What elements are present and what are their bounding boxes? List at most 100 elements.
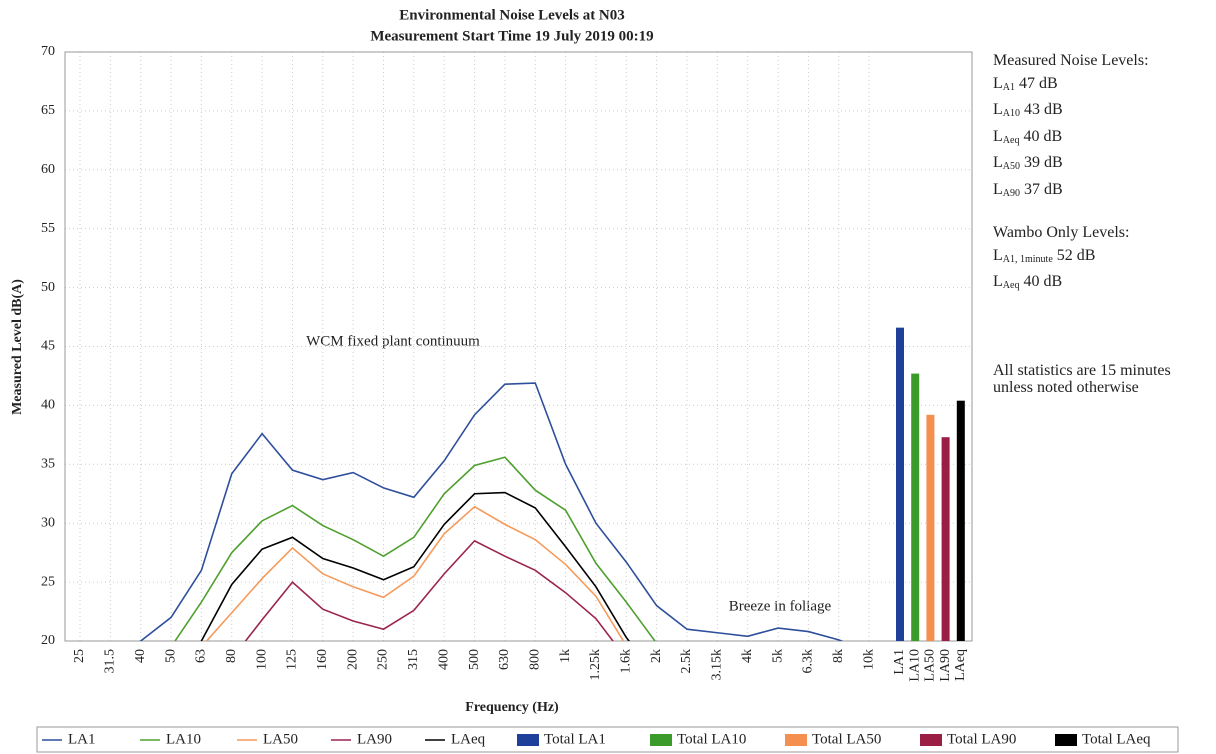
annotation: Breeze in foliage <box>729 598 832 614</box>
x-tick-label: 63 <box>194 649 209 663</box>
spacer <box>993 205 1171 222</box>
legend-label: Total LA50 <box>812 731 881 747</box>
spacer <box>993 298 1171 315</box>
total-bar <box>926 414 935 641</box>
symbol: L <box>993 154 1003 171</box>
symbol: L <box>993 127 1003 145</box>
level: 47 dB <box>1019 74 1058 92</box>
x-tick-label: LA50 <box>923 649 938 682</box>
x-tick-label: 500 <box>467 649 482 670</box>
x-tick-label: 31.5 <box>103 649 118 674</box>
x-tick-label: 25 <box>72 649 87 663</box>
legend-label: LAeq <box>451 731 486 747</box>
notes-panel: Measured Noise Levels: LA1 47 dB LA10 43 d… <box>993 50 1171 396</box>
legend-box <box>36 726 1179 753</box>
notes-item: LAeq 40 dB <box>993 271 1171 298</box>
legend-label: LA10 <box>166 731 201 747</box>
subscript: Aeq <box>1002 280 1020 291</box>
y-tick-label: 65 <box>41 103 55 118</box>
subscript: A50 <box>1002 161 1021 172</box>
notes-item: LA1 47 dB <box>993 73 1171 100</box>
spacer <box>993 315 1171 362</box>
x-tick-label: 400 <box>436 649 451 670</box>
annotation: WCM fixed plant continuum <box>306 333 480 349</box>
footnote: unless noted otherwise <box>993 378 1139 396</box>
series-line <box>244 539 614 641</box>
symbol: L <box>993 273 1003 290</box>
symbol: L <box>993 101 1003 118</box>
legend-label: Total LA10 <box>677 731 746 747</box>
y-tick-label: 20 <box>41 633 55 648</box>
x-tick-label: 1k <box>558 649 573 663</box>
x-tick-label: 8k <box>831 649 846 663</box>
notes-heading: Wambo Only Levels: <box>993 224 1130 241</box>
legend-label: LA1 <box>68 731 96 747</box>
legend-label: LA90 <box>357 731 392 747</box>
legend-swatch <box>650 734 672 746</box>
x-tick-label: 1.25k <box>588 649 603 681</box>
level: 40 dB <box>1023 127 1063 145</box>
y-tick-label: 60 <box>41 162 55 177</box>
legend-label: Total LA1 <box>544 731 606 747</box>
x-tick-label: 2.5k <box>679 649 694 674</box>
x-tick-label: 125 <box>285 649 300 670</box>
level: 40 dB <box>1023 273 1063 290</box>
x-tick-label: LA10 <box>907 649 922 682</box>
notes-item: LA10 43 dB <box>993 99 1171 126</box>
legend-label: LA50 <box>263 731 298 747</box>
subscript: A1 <box>1002 81 1016 93</box>
y-tick-label: 70 <box>41 44 55 59</box>
symbol: L <box>993 246 1003 264</box>
x-tick-label: 40 <box>133 649 148 663</box>
footnote: All statistics are 15 minutes <box>993 361 1171 379</box>
series-line <box>200 491 631 641</box>
x-axis-title: Frequency (Hz) <box>465 700 559 715</box>
x-tick-label: 80 <box>224 649 239 663</box>
x-tick-label: 1.6k <box>619 649 634 674</box>
subscript: A90 <box>1002 187 1021 199</box>
subscript: A1, 1minute <box>1002 253 1053 265</box>
level: 37 dB <box>1024 180 1063 198</box>
series-line <box>139 382 844 641</box>
x-tick-label: 4k <box>740 649 755 663</box>
y-axis-title: Measured Level dB(A) <box>10 279 25 415</box>
notes-heading: Measured Noise Levels: <box>993 52 1149 69</box>
legend-label: Total LAeq <box>1082 731 1151 747</box>
symbol: L <box>993 74 1003 92</box>
chart-title: Environmental Noise Levels at N03 <box>399 7 625 23</box>
x-tick-label: 6.3k <box>801 649 816 674</box>
subscript: Aeq <box>1002 134 1020 146</box>
x-tick-label: 250 <box>376 649 391 670</box>
notes-item: LAeq 40 dB <box>993 126 1171 153</box>
x-tick-label: 160 <box>315 649 330 670</box>
series-line <box>205 505 625 641</box>
total-bar <box>956 400 965 641</box>
legend-swatch <box>517 734 539 746</box>
level: 52 dB <box>1056 246 1096 264</box>
x-tick-label: 630 <box>497 649 512 670</box>
legend-swatch <box>1055 734 1077 746</box>
chart-subtitle: Measurement Start Time 19 July 2019 00:1… <box>370 28 653 44</box>
subscript: A10 <box>1002 108 1021 119</box>
y-tick-label: 40 <box>41 398 55 413</box>
x-tick-label: 5k <box>770 649 785 663</box>
y-tick-label: 35 <box>41 457 55 472</box>
x-tick-label: 315 <box>406 649 421 670</box>
x-tick-label: LA90 <box>938 649 953 682</box>
x-tick-label: 100 <box>254 649 269 670</box>
plot-frame <box>64 51 973 642</box>
total-bar <box>911 373 920 641</box>
x-tick-label: 10k <box>861 649 876 670</box>
total-bar <box>896 327 904 641</box>
level: 39 dB <box>1024 154 1063 171</box>
total-bar <box>941 437 950 641</box>
symbol: L <box>993 180 1003 198</box>
legend-swatch <box>785 734 807 746</box>
notes-item: LA50 39 dB <box>993 152 1171 179</box>
x-tick-label: 50 <box>163 649 178 663</box>
x-tick-label: 200 <box>345 649 360 670</box>
x-tick-label: 2k <box>649 649 664 663</box>
y-tick-label: 50 <box>41 280 55 295</box>
